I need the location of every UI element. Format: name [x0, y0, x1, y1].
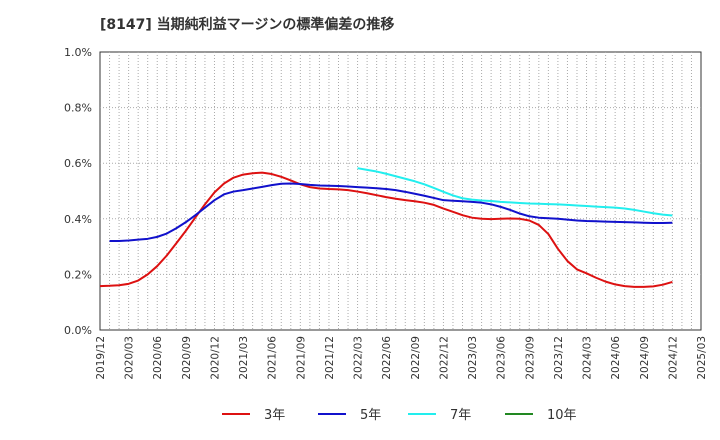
x-tick-label: 2024/03	[582, 336, 594, 380]
y-tick-label: 1.0%	[64, 46, 92, 59]
y-tick-label: 0.4%	[64, 213, 92, 226]
legend-label: 10年	[547, 408, 577, 423]
y-tick-label: 0.8%	[64, 102, 92, 115]
x-tick-label: 2024/06	[610, 336, 622, 380]
x-tick-label: 2019/12	[95, 336, 107, 380]
x-tick-label: 2021/06	[267, 336, 279, 380]
y-tick-label: 0.6%	[64, 157, 92, 170]
x-tick-label: 2023/03	[467, 336, 479, 380]
chart-title: [8147] 当期純利益マージンの標準偏差の推移	[100, 16, 394, 33]
x-tick-label: 2020/06	[152, 336, 164, 380]
x-tick-label: 2024/12	[667, 336, 679, 380]
x-tick-label: 2023/09	[524, 336, 536, 380]
x-axis-ticks: 2019/12 2020/03 2020/06 2020/09 2020/12 2021/…	[95, 336, 708, 380]
x-tick-label: 2022/03	[353, 336, 365, 380]
x-tick-label: 2020/09	[181, 336, 193, 380]
x-tick-label: 2023/12	[553, 336, 565, 380]
x-tick-label: 2020/03	[124, 336, 136, 380]
x-tick-label: 2021/03	[238, 336, 250, 380]
x-tick-label: 2025/03	[696, 336, 708, 380]
series-line-3年	[99, 171, 673, 288]
x-tick-label: 2023/06	[496, 336, 508, 380]
x-tick-label: 2022/09	[410, 336, 422, 380]
legend-label: 7年	[450, 408, 471, 423]
x-tick-label: 2020/12	[209, 336, 221, 380]
y-axis-ticks: 0.0% 0.2% 0.4% 0.6% 0.8% 1.0%	[64, 46, 92, 337]
x-tick-label: 2024/09	[639, 336, 651, 380]
x-tick-label: 2022/06	[381, 336, 393, 380]
x-tick-label: 2022/12	[438, 336, 450, 380]
legend: 3年 5年 7年 10年	[222, 408, 577, 423]
legend-label: 3年	[264, 408, 285, 423]
grid	[100, 52, 701, 330]
y-tick-label: 0.0%	[64, 324, 92, 337]
legend-label: 5年	[360, 408, 381, 423]
series-line-5年	[109, 182, 673, 243]
series-lines	[99, 167, 673, 288]
x-tick-label: 2021/09	[295, 336, 307, 380]
series-line-7年	[357, 167, 673, 217]
x-tick-label: 2021/12	[324, 336, 336, 380]
y-tick-label: 0.2%	[64, 268, 92, 281]
